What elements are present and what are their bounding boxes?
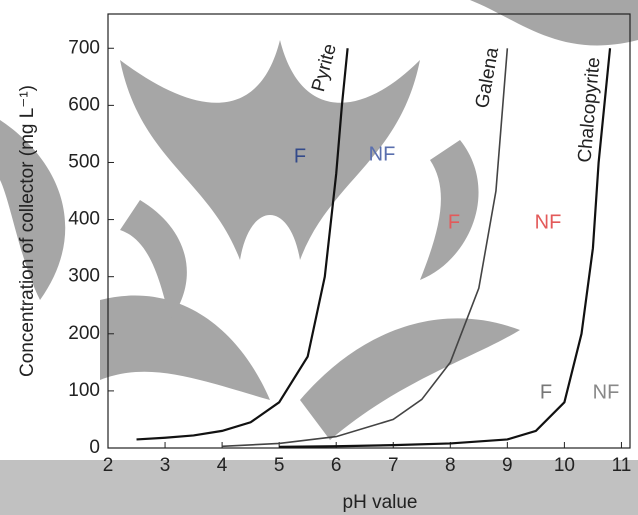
annotation: F <box>448 211 460 233</box>
x-tick-label: 7 <box>388 455 399 476</box>
y-axis-label: Concentration of collector (mg L⁻¹) <box>17 85 38 377</box>
x-tick-label: 2 <box>103 455 114 476</box>
x-tick-label: 3 <box>160 455 171 476</box>
y-tick-label: 100 <box>68 380 100 401</box>
annotation: NF <box>593 381 620 403</box>
x-tick-label: 4 <box>217 455 228 476</box>
series-label: Galena <box>472 46 503 110</box>
y-tick-label: 0 <box>89 437 100 458</box>
x-tick-label: 6 <box>331 455 342 476</box>
y-tick-label: 400 <box>68 209 100 230</box>
x-axis-label: pH value <box>343 492 418 513</box>
y-tick-label: 200 <box>68 323 100 344</box>
series-label: Pyrite <box>308 42 341 94</box>
chart: 2 3 4 5 6 7 8 9 10 11 0 100 200 300 400 500 600 700 pH va… <box>0 0 638 515</box>
annotation: NF <box>535 211 562 233</box>
x-tick-label: 11 <box>612 455 632 476</box>
x-tick-label: 9 <box>502 455 513 476</box>
x-tick-label: 10 <box>554 455 575 476</box>
x-tick-label: 8 <box>445 455 456 476</box>
x-tick-label: 5 <box>274 455 285 476</box>
annotation: F <box>540 381 552 403</box>
y-tick-label: 500 <box>68 151 100 172</box>
y-tick-label: 600 <box>68 94 100 115</box>
annotation: NF <box>369 143 396 165</box>
y-tick-label: 700 <box>68 37 100 58</box>
y-tick-label: 300 <box>68 266 100 287</box>
annotation: F <box>294 145 306 167</box>
